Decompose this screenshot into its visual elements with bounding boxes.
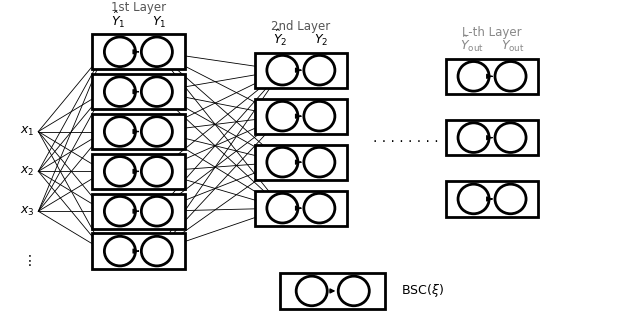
- Text: $\hat{Y}_1$: $\hat{Y}_1$: [111, 9, 125, 30]
- Ellipse shape: [495, 184, 526, 214]
- Bar: [255, 191, 347, 226]
- Text: 1st Layer: 1st Layer: [111, 1, 166, 14]
- Text: $x_1$: $x_1$: [20, 125, 34, 138]
- Ellipse shape: [267, 55, 298, 85]
- Text: $\vdots$: $\vdots$: [22, 253, 32, 268]
- Ellipse shape: [141, 236, 172, 266]
- Ellipse shape: [338, 276, 369, 306]
- Text: $\hat{Y}_2$: $\hat{Y}_2$: [273, 28, 288, 48]
- Text: . . . . . . . .: . . . . . . . .: [373, 130, 439, 145]
- Bar: [92, 154, 184, 189]
- Ellipse shape: [495, 123, 526, 152]
- Ellipse shape: [267, 101, 298, 131]
- Ellipse shape: [104, 236, 136, 266]
- Text: $Y_{\mathrm{out}}$: $Y_{\mathrm{out}}$: [500, 39, 524, 54]
- Text: L-th Layer: L-th Layer: [462, 26, 522, 39]
- Bar: [446, 181, 538, 217]
- Ellipse shape: [267, 193, 298, 223]
- Bar: [446, 59, 538, 94]
- Bar: [92, 193, 184, 229]
- Text: $\mathrm{BSC}(\xi)$: $\mathrm{BSC}(\xi)$: [401, 282, 444, 299]
- Ellipse shape: [104, 37, 136, 67]
- Ellipse shape: [141, 157, 172, 186]
- Bar: [255, 99, 347, 134]
- Text: $Y_1$: $Y_1$: [152, 15, 166, 30]
- Ellipse shape: [141, 196, 172, 226]
- Ellipse shape: [458, 184, 489, 214]
- Ellipse shape: [304, 101, 335, 131]
- Text: $\hat{Y}_{\mathrm{out}}$: $\hat{Y}_{\mathrm{out}}$: [460, 34, 484, 54]
- Ellipse shape: [141, 37, 172, 67]
- Ellipse shape: [141, 77, 172, 107]
- Ellipse shape: [495, 61, 526, 91]
- Ellipse shape: [104, 117, 136, 146]
- Bar: [280, 273, 385, 308]
- Ellipse shape: [104, 157, 136, 186]
- Text: $x_3$: $x_3$: [20, 205, 34, 218]
- Bar: [92, 114, 184, 149]
- Ellipse shape: [304, 147, 335, 177]
- Ellipse shape: [304, 193, 335, 223]
- Bar: [255, 145, 347, 180]
- Bar: [92, 234, 184, 269]
- Text: 2nd Layer: 2nd Layer: [271, 20, 330, 33]
- Text: $Y_2$: $Y_2$: [314, 33, 328, 48]
- Bar: [92, 74, 184, 109]
- Ellipse shape: [104, 196, 136, 226]
- Bar: [446, 120, 538, 155]
- Ellipse shape: [458, 61, 489, 91]
- Ellipse shape: [267, 147, 298, 177]
- Bar: [92, 34, 184, 69]
- Text: $x_2$: $x_2$: [20, 165, 34, 178]
- Ellipse shape: [458, 123, 489, 152]
- Bar: [255, 53, 347, 88]
- Ellipse shape: [296, 276, 327, 306]
- Ellipse shape: [141, 117, 172, 146]
- Ellipse shape: [104, 77, 136, 107]
- Ellipse shape: [304, 55, 335, 85]
